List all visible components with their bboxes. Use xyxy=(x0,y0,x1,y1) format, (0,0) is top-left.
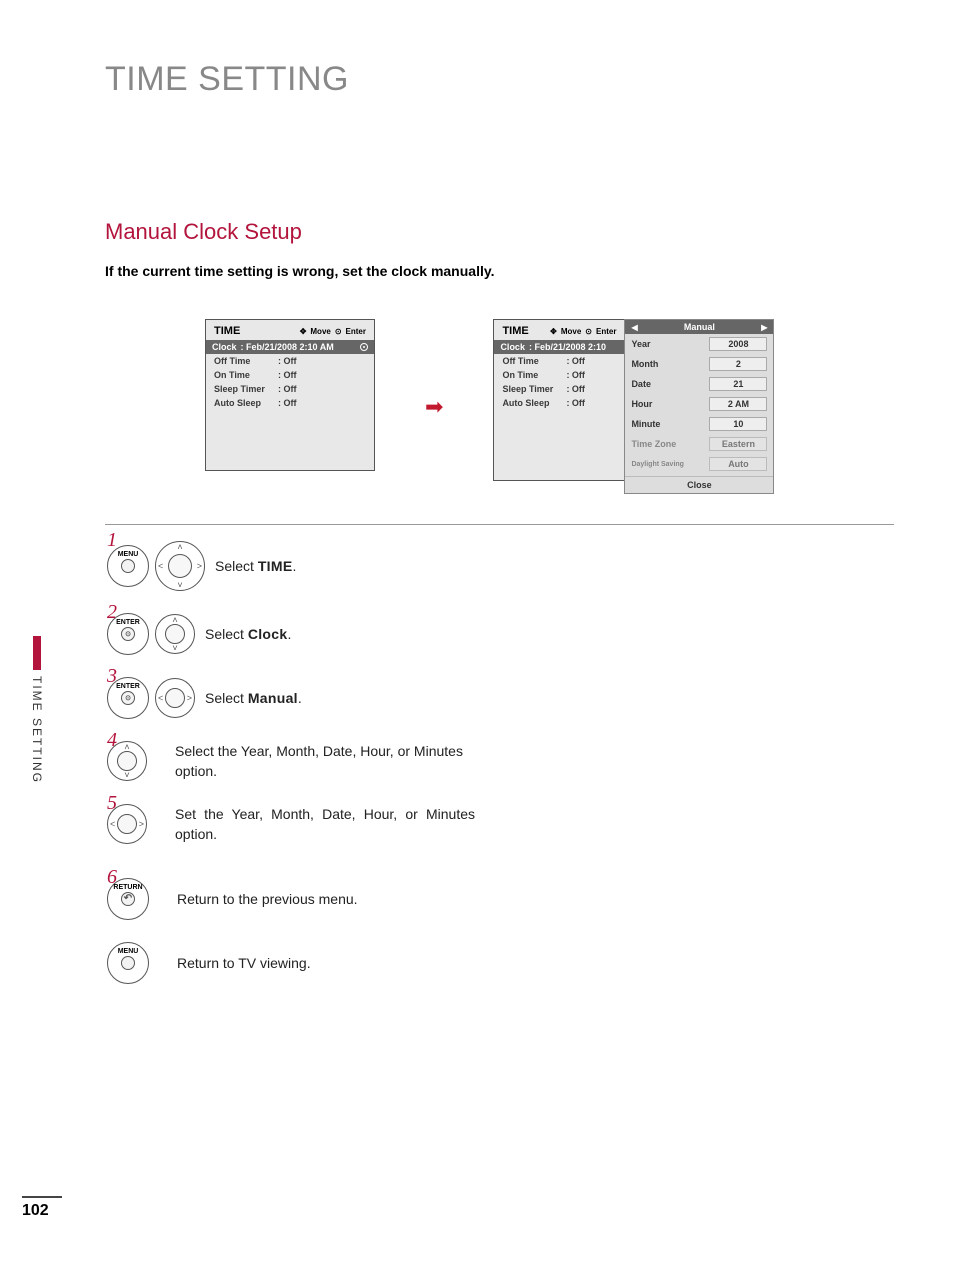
time-menu-before: TIME ✥ Move ⊙ Enter Clock : Feb/21/2008 … xyxy=(205,319,375,471)
step-text: Select TIME. xyxy=(215,556,296,576)
step-3: 3 ENTER ˂˃ Select Manual. xyxy=(107,677,894,719)
step-text: Select Clock. xyxy=(205,624,291,644)
side-tab: TIME SETTING xyxy=(26,636,48,816)
panel-row: Year2008 xyxy=(625,334,773,354)
step-number: 1 xyxy=(107,529,117,552)
panel-row: Time ZoneEastern xyxy=(625,434,773,454)
menu-selected-row: Clock : Feb/21/2008 2:10 xyxy=(494,340,624,354)
menu-button-icon: MENU xyxy=(107,942,149,984)
step-number: 4 xyxy=(107,729,117,752)
step-7: MENU Return to TV viewing. xyxy=(107,942,894,984)
menu-item: Sleep Timer: Off xyxy=(494,382,624,396)
menu-item: On Time: Off xyxy=(206,368,374,382)
step-text: Return to TV viewing. xyxy=(177,953,311,973)
main-title: TIME SETTING xyxy=(105,60,894,99)
step-text: Set the Year, Month, Date, Hour, or Minu… xyxy=(175,804,475,845)
nav-pad-updown-icon: ˄˅ xyxy=(155,614,195,654)
steps-list: 1 MENU ˄˅˂˃ Select TIME. 2 ENTER xyxy=(105,541,894,984)
menu-selected-value: : Feb/21/2008 2:10 xyxy=(529,342,606,352)
enter-hint-icon: ⊙ xyxy=(585,327,592,336)
panel-row: Minute10 xyxy=(625,414,773,434)
step-6: 6 RETURN Return to the previous menu. xyxy=(107,878,894,920)
menu-selected-label: Clock xyxy=(212,342,237,352)
move-hint: Move xyxy=(310,327,330,336)
enter-hint: Enter xyxy=(346,327,366,336)
menu-selected-value: : Feb/21/2008 2:10 AM xyxy=(241,342,334,352)
menu-item: Auto Sleep: Off xyxy=(206,396,374,410)
menu-item: On Time: Off xyxy=(494,368,624,382)
intro-text: If the current time setting is wrong, se… xyxy=(105,263,894,279)
menu-item: Off Time: Off xyxy=(494,354,624,368)
move-hint-icon: ✥ xyxy=(550,327,557,336)
panel-mode: Manual xyxy=(684,322,715,332)
step-text: Select Manual. xyxy=(205,688,302,708)
accent-bar xyxy=(33,636,41,670)
menu-selected-row: Clock : Feb/21/2008 2:10 AM xyxy=(206,340,374,354)
step-2: 2 ENTER ˄˅ Select Clock. xyxy=(107,613,894,655)
nav-pad-leftright-icon: ˂˃ xyxy=(155,678,195,718)
menu-title: TIME xyxy=(502,325,528,337)
menu-item: Auto Sleep: Off xyxy=(494,396,624,410)
nav-pad-icon: ˄˅˂˃ xyxy=(155,541,205,591)
move-hint: Move xyxy=(561,327,581,336)
step-number: 3 xyxy=(107,665,117,688)
arrow-right-icon: ➡ xyxy=(425,394,443,420)
step-number: 6 xyxy=(107,866,117,889)
panel-row: Hour2 AM xyxy=(625,394,773,414)
step-4: 4 ˄˅ Select the Year, Month, Date, Hour,… xyxy=(107,741,894,782)
page-number: 102 xyxy=(22,1196,62,1220)
menu-screenshots-row: TIME ✥ Move ⊙ Enter Clock : Feb/21/2008 … xyxy=(105,319,894,494)
divider xyxy=(105,524,894,525)
triangle-left-icon: ◀ xyxy=(631,323,637,332)
step-1: 1 MENU ˄˅˂˃ Select TIME. xyxy=(107,541,894,591)
time-menu-after: TIME ✥ Move ⊙ Enter Clock : Feb/21/2008 … xyxy=(493,319,625,481)
step-5: 5 ˂˃ Set the Year, Month, Date, Hour, or… xyxy=(107,804,894,845)
triangle-right-icon: ▶ xyxy=(761,323,767,332)
step-number: 2 xyxy=(107,601,117,624)
panel-row: Daylight SavingAuto xyxy=(625,454,773,474)
panel-row: Date21 xyxy=(625,374,773,394)
move-hint-icon: ✥ xyxy=(300,327,307,336)
step-number: 5 xyxy=(107,792,117,815)
enter-hint: Enter xyxy=(596,327,616,336)
step-text: Select the Year, Month, Date, Hour, or M… xyxy=(175,741,495,782)
panel-row: Month2 xyxy=(625,354,773,374)
menu-title: TIME xyxy=(214,325,240,337)
menu-item: Sleep Timer: Off xyxy=(206,382,374,396)
menu-selected-label: Clock xyxy=(500,342,525,352)
panel-close: Close xyxy=(625,476,773,493)
menu-item: Off Time: Off xyxy=(206,354,374,368)
section-title: Manual Clock Setup xyxy=(105,219,894,245)
radio-icon xyxy=(360,343,368,351)
side-tab-label: TIME SETTING xyxy=(30,676,44,784)
step-text: Return to the previous menu. xyxy=(177,889,358,909)
enter-hint-icon: ⊙ xyxy=(335,327,342,336)
manual-clock-panel: ◀ Manual ▶ Year2008 Month2 Date21 Hour2 … xyxy=(624,319,774,494)
